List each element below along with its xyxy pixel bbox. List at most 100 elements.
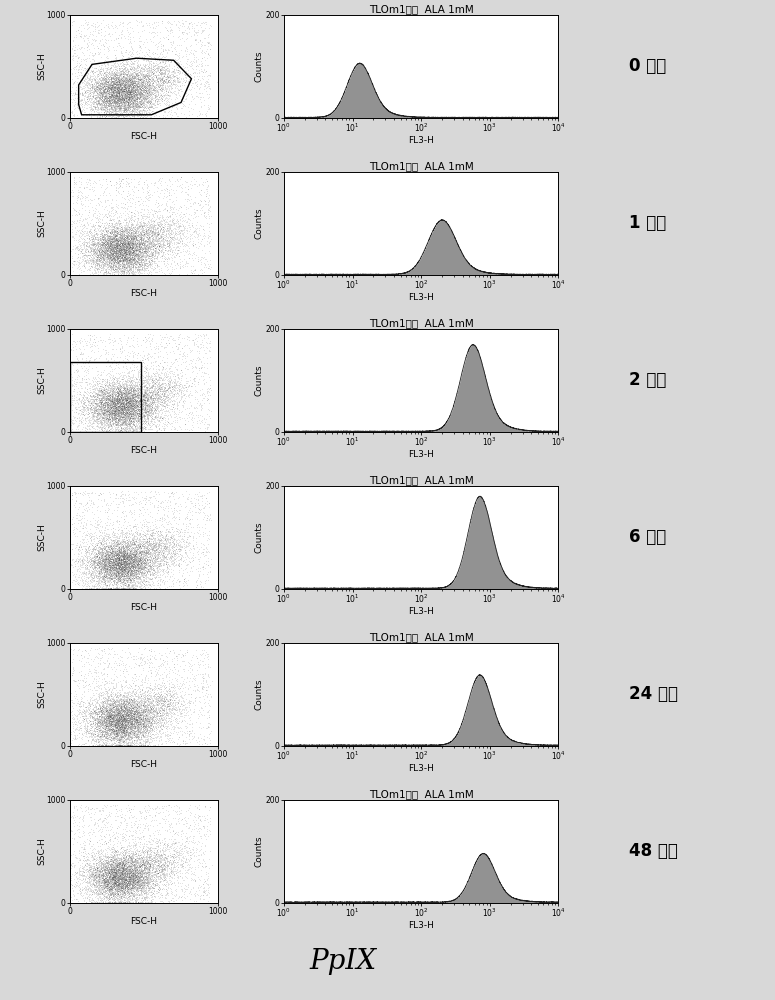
Point	[119, 223, 132, 239]
Point	[117, 79, 129, 95]
Point	[111, 92, 123, 108]
Point	[117, 548, 129, 564]
Point	[105, 69, 118, 85]
Point	[91, 96, 103, 112]
Point	[117, 402, 129, 418]
Point	[145, 867, 157, 883]
Point	[109, 870, 121, 886]
Point	[118, 267, 130, 283]
Point	[77, 864, 89, 880]
Point	[103, 865, 115, 881]
Point	[160, 549, 172, 565]
Point	[105, 536, 117, 552]
Point	[129, 548, 141, 564]
Point	[137, 79, 150, 95]
Point	[174, 218, 187, 234]
Point	[115, 556, 127, 572]
Point	[114, 814, 126, 830]
Point	[103, 408, 115, 424]
Point	[115, 886, 128, 902]
Point	[177, 515, 189, 531]
Point	[105, 695, 118, 711]
Point	[109, 382, 122, 398]
Point	[115, 404, 127, 420]
Point	[85, 551, 98, 567]
Point	[126, 395, 139, 411]
Point	[132, 711, 144, 727]
Point	[145, 831, 157, 847]
Point	[125, 251, 137, 267]
Point	[170, 816, 182, 832]
Point	[100, 102, 112, 118]
Point	[154, 379, 167, 395]
Point	[145, 727, 157, 743]
Point	[149, 800, 161, 816]
Point	[97, 397, 109, 413]
Point	[103, 868, 115, 884]
Point	[146, 809, 159, 825]
Point	[168, 235, 181, 251]
Point	[112, 560, 125, 576]
Point	[126, 75, 139, 91]
Point	[123, 68, 136, 84]
Point	[115, 717, 127, 733]
Point	[104, 558, 116, 574]
Point	[81, 888, 94, 904]
Point	[194, 196, 206, 212]
Point	[98, 250, 110, 266]
Point	[97, 706, 109, 722]
Point	[122, 547, 135, 563]
Point	[107, 257, 119, 273]
Point	[111, 702, 123, 718]
Point	[146, 394, 159, 410]
Point	[131, 414, 143, 430]
Point	[145, 704, 157, 720]
Point	[121, 404, 133, 420]
Point	[133, 859, 145, 875]
Point	[72, 242, 84, 258]
Point	[98, 557, 111, 573]
Point	[103, 244, 115, 260]
Point	[118, 231, 130, 247]
Point	[91, 695, 103, 711]
Point	[112, 875, 125, 891]
Point	[112, 237, 125, 253]
Point	[95, 260, 108, 276]
Point	[129, 404, 142, 420]
Point	[110, 865, 122, 881]
Point	[117, 28, 129, 44]
Point	[95, 544, 108, 560]
Point	[90, 411, 102, 427]
Point	[127, 238, 140, 254]
Point	[131, 715, 143, 731]
Point	[90, 63, 102, 79]
Point	[121, 392, 133, 408]
Point	[109, 227, 122, 243]
Point	[115, 262, 128, 278]
Point	[126, 397, 138, 413]
Point	[115, 711, 127, 727]
Point	[123, 92, 136, 108]
Point	[69, 569, 81, 585]
Point	[145, 842, 157, 858]
Point	[73, 539, 85, 555]
Point	[110, 719, 122, 735]
Point	[115, 89, 128, 105]
Point	[124, 91, 136, 107]
Point	[116, 722, 129, 738]
Point	[140, 859, 152, 875]
Point	[107, 723, 119, 739]
Point	[98, 391, 111, 407]
Point	[156, 701, 168, 717]
Point	[122, 400, 135, 416]
Point	[108, 404, 120, 420]
Point	[124, 415, 136, 431]
Point	[151, 215, 164, 231]
Point	[99, 560, 112, 576]
Point	[147, 396, 160, 412]
Point	[125, 558, 137, 574]
Point	[78, 40, 91, 56]
Point	[153, 544, 166, 560]
Point	[81, 110, 94, 126]
Point	[115, 889, 127, 905]
